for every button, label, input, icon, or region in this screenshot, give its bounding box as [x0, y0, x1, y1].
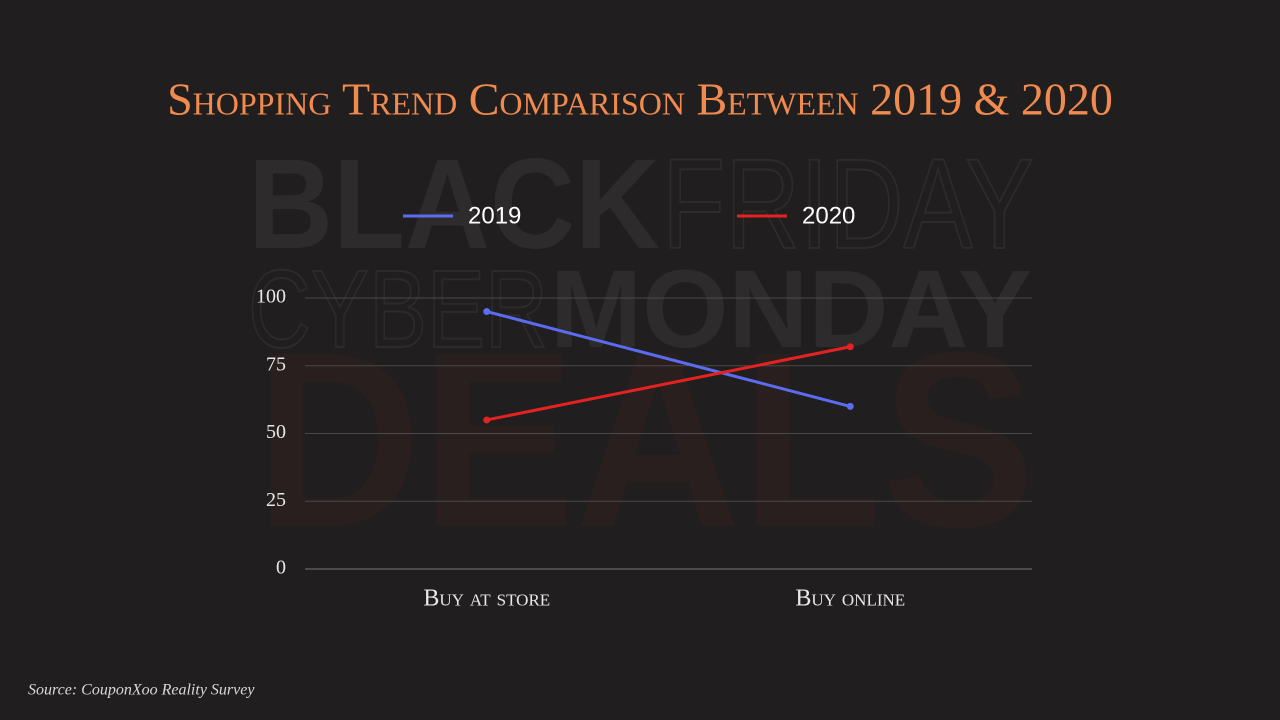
- data-point: [483, 416, 491, 424]
- data-point: [846, 343, 854, 351]
- legend-label: 2020: [802, 202, 855, 229]
- y-tick-label: 25: [266, 489, 286, 511]
- y-tick-label: 0: [276, 557, 286, 579]
- series-line: [486, 345, 851, 422]
- data-point: [483, 308, 491, 316]
- watermark-text: FRIDAY: [662, 133, 1034, 276]
- series-line: [486, 310, 851, 408]
- x-tick-label: Buy at store: [423, 586, 550, 612]
- data-point: [846, 402, 854, 410]
- watermark-text: DEALS: [255, 300, 1035, 579]
- watermark-text: BLACK: [248, 133, 660, 276]
- watermark: BLACK FRIDAY CYBER MONDAY DEALS: [247, 132, 1035, 579]
- legend-label: 2019: [468, 202, 521, 229]
- source: Source: CouponXoo Reality Survey: [28, 682, 255, 699]
- y-tick-label: 50: [266, 421, 286, 443]
- watermark-text: CYBER: [248, 248, 548, 371]
- chart-title: Shopping Trend Comparison Between 2019 &…: [167, 74, 1113, 125]
- y-tick-label: 75: [266, 353, 286, 375]
- x-tick-label: Buy online: [795, 586, 905, 612]
- y-tick-label: 100: [256, 286, 286, 308]
